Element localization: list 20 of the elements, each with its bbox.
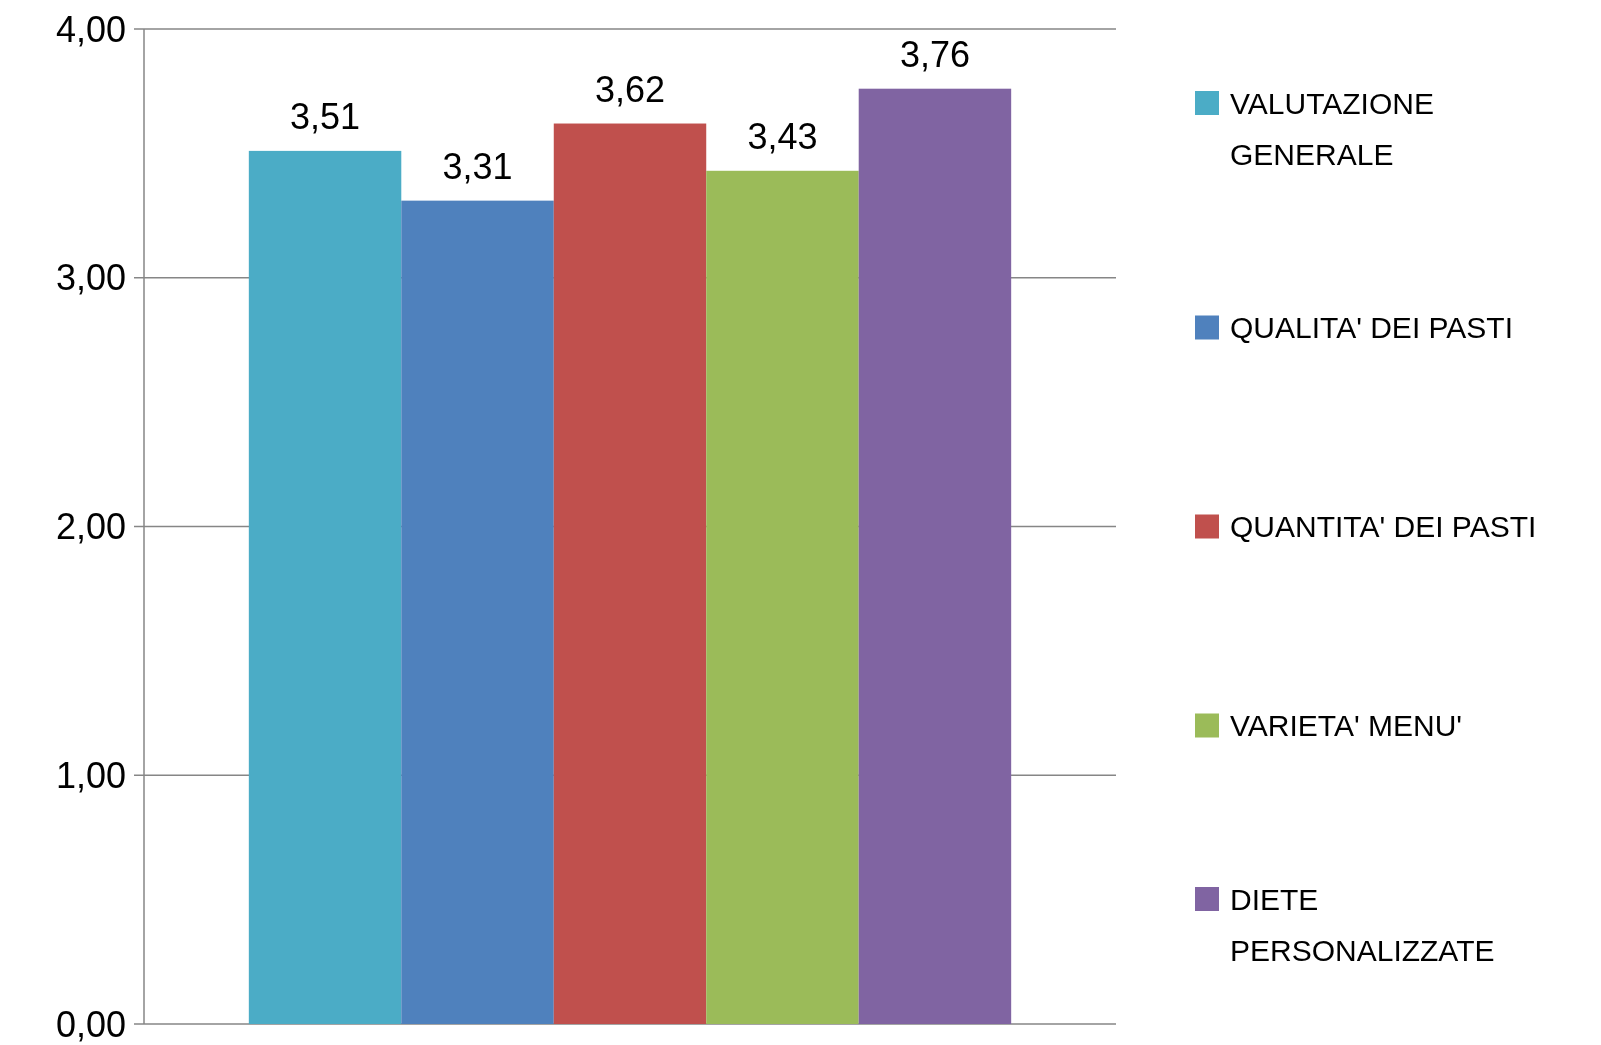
legend-label: QUANTITA' DEI PASTI xyxy=(1230,510,1537,543)
y-tick-label: 0,00 xyxy=(55,1003,126,1045)
data-label: 3,31 xyxy=(442,145,513,187)
y-tick-label: 2,00 xyxy=(55,506,126,548)
bar xyxy=(401,200,554,1024)
bar xyxy=(248,150,402,1024)
legend-label: DIETE PERSONALIZZATE xyxy=(1230,882,1495,967)
y-tick-label: 4,00 xyxy=(55,8,126,50)
y-tick-label: 1,00 xyxy=(55,754,126,796)
legend-label: QUALITA' DEI PASTI xyxy=(1230,311,1514,344)
data-label: 3,76 xyxy=(899,33,970,75)
legend-label: VARIETA' MENU' xyxy=(1230,709,1463,742)
bar xyxy=(858,88,1012,1024)
bar xyxy=(553,123,707,1024)
data-label: 3,51 xyxy=(290,95,361,137)
data-label: 3,62 xyxy=(594,68,666,110)
data-label: 3,43 xyxy=(747,115,818,157)
y-tick-label: 3,00 xyxy=(55,257,126,299)
legend-label: VALUTAZIONE GENERALE xyxy=(1230,86,1434,171)
bar xyxy=(706,170,859,1024)
